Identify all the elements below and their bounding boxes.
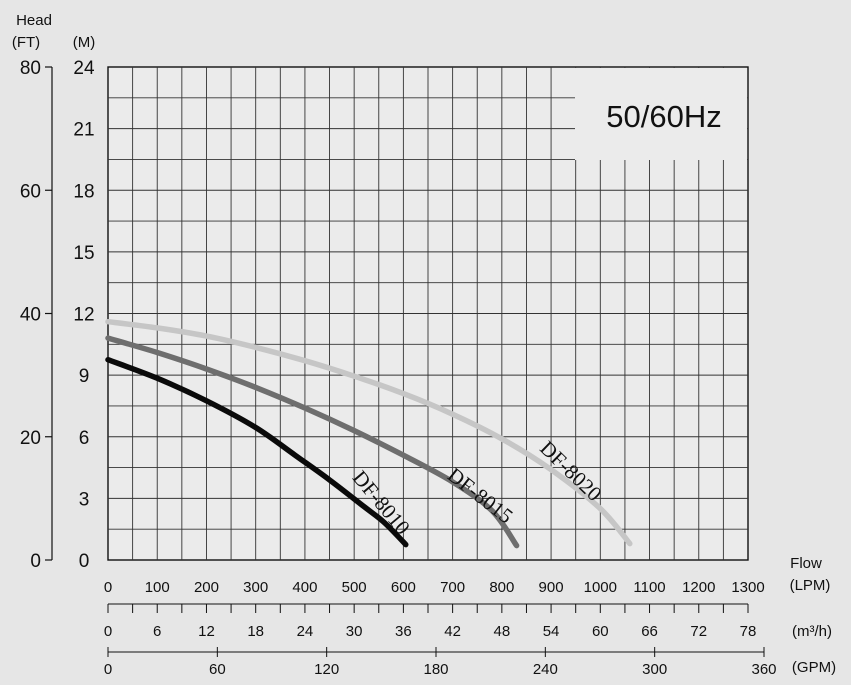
x-axis-title-flow: Flow — [790, 555, 822, 572]
y-tick-label-m: 15 — [73, 243, 94, 264]
x-tick-label-lpm: 0 — [104, 579, 112, 596]
x-axis-unit-lpm: (LPM) — [790, 577, 831, 594]
x-tick-label-m3h: 66 — [641, 623, 658, 640]
y-tick-label-m: 0 — [79, 551, 90, 572]
x-tick-label-m3h: 0 — [104, 623, 112, 640]
y-axis-unit-m: (M) — [73, 34, 96, 51]
x-tick-label-lpm: 800 — [489, 579, 514, 596]
hz-label: 50/60Hz — [606, 99, 721, 134]
x-tick-label-m3h: 54 — [543, 623, 560, 640]
y-tick-label-m: 21 — [73, 120, 94, 141]
y-axis-title-head: Head — [16, 12, 52, 29]
x-tick-label-gpm: 360 — [751, 661, 776, 678]
x-tick-label-lpm: 700 — [440, 579, 465, 596]
y-tick-label-ft: 0 — [30, 551, 41, 572]
gpm-axis: 0 60 120 180 240 300 360 — [104, 647, 777, 678]
curve-df-8020 — [105, 318, 633, 547]
y-tick-label-ft: 40 — [20, 305, 41, 326]
y-tick-label-m: 3 — [79, 489, 90, 510]
m3h-axis: 0 6 12 18 24 30 36 42 48 54 60 66 72 78 — [104, 603, 757, 640]
x-tick-label-lpm: 600 — [391, 579, 416, 596]
x-tick-label-gpm: 120 — [314, 661, 339, 678]
x-tick-label-m3h: 6 — [153, 623, 161, 640]
x-tick-label-lpm: 500 — [342, 579, 367, 596]
x-tick-label-lpm: 1300 — [731, 579, 764, 596]
x-tick-label-gpm: 240 — [533, 661, 558, 678]
x-tick-label-gpm: 300 — [642, 661, 667, 678]
x-tick-label-m3h: 78 — [740, 623, 757, 640]
y-axis-unit-ft: (FT) — [12, 34, 40, 51]
x-tick-label-lpm: 1200 — [682, 579, 715, 596]
x-tick-label-m3h: 30 — [346, 623, 363, 640]
x-tick-label-gpm: 0 — [104, 661, 112, 678]
x-tick-label-lpm: 300 — [243, 579, 268, 596]
x-axis-unit-gpm: (GPM) — [792, 659, 836, 676]
x-tick-label-lpm: 900 — [539, 579, 564, 596]
m-axis-ticks: 0 3 6 9 12 15 18 21 24 — [73, 58, 95, 572]
x-tick-label-lpm: 1000 — [584, 579, 617, 596]
curve-df-8015 — [105, 335, 520, 549]
x-tick-label-lpm: 100 — [145, 579, 170, 596]
y-tick-label-m: 18 — [73, 181, 94, 202]
x-axis-unit-m3h: (m³/h) — [792, 623, 832, 640]
y-tick-label-m: 6 — [79, 428, 90, 449]
y-tick-label-ft: 60 — [20, 181, 41, 202]
y-tick-label-ft: 80 — [20, 58, 41, 79]
x-tick-label-m3h: 72 — [690, 623, 707, 640]
x-tick-label-m3h: 60 — [592, 623, 609, 640]
x-tick-label-m3h: 42 — [444, 623, 461, 640]
y-tick-label-m: 12 — [73, 305, 94, 326]
x-tick-label-gpm: 180 — [423, 661, 448, 678]
x-tick-label-m3h: 36 — [395, 623, 412, 640]
x-tick-label-gpm: 60 — [209, 661, 226, 678]
y-tick-label-ft: 20 — [20, 428, 41, 449]
x-tick-label-m3h: 24 — [297, 623, 314, 640]
y-tick-label-m: 9 — [79, 366, 90, 387]
lpm-axis-ticks: 0 100 200 300 400 500 600 700 800 900 1000 1100 1200… — [104, 579, 765, 596]
ft-axis: 0 20 40 60 80 — [20, 58, 53, 572]
x-tick-label-lpm: 400 — [292, 579, 317, 596]
y-tick-label-m: 24 — [73, 58, 95, 79]
x-tick-label-m3h: 18 — [247, 623, 264, 640]
x-tick-label-lpm: 200 — [194, 579, 219, 596]
curve-df-8010 — [105, 356, 409, 548]
x-tick-label-m3h: 48 — [494, 623, 511, 640]
x-tick-label-m3h: 12 — [198, 623, 215, 640]
pump-curves — [105, 318, 633, 549]
hz-label-box — [575, 68, 747, 160]
x-tick-label-lpm: 1100 — [633, 579, 665, 596]
